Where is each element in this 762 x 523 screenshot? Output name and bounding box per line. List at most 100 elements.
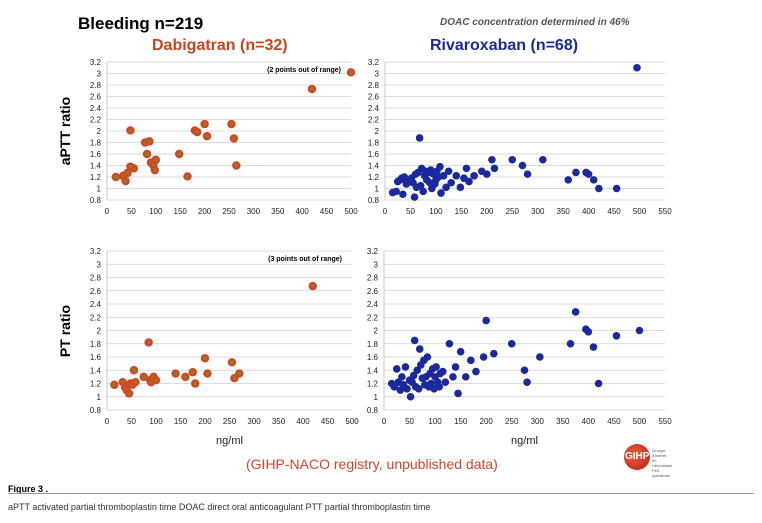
x-tick-label: 350 bbox=[556, 417, 570, 426]
logo-subtext: Groupe d'Intérêt en Hémostase Péri-opéra… bbox=[652, 448, 673, 478]
x-tick-label: 200 bbox=[198, 207, 212, 216]
data-point bbox=[508, 155, 517, 164]
y-tick-label: 3 bbox=[97, 260, 102, 269]
data-point bbox=[470, 172, 478, 180]
data-point bbox=[410, 193, 419, 201]
data-point bbox=[479, 353, 488, 361]
x-tick-label: 450 bbox=[607, 207, 621, 216]
y-tick-label: 2 bbox=[374, 327, 379, 336]
data-point bbox=[401, 363, 410, 371]
y-tick-label: 3 bbox=[375, 70, 380, 79]
data-point-center bbox=[128, 164, 133, 169]
x-tick-label: 100 bbox=[149, 207, 163, 216]
data-point bbox=[456, 183, 465, 192]
data-point-center bbox=[231, 136, 236, 141]
y-axis-label: PT ratio bbox=[57, 305, 73, 357]
dabigatran-pt-panel: 0.8 1 1.2 1.4 1.6 1.8 2 2.2 2.4 2.6 2.8 3 3.2 0 50 100 1… bbox=[57, 247, 359, 447]
x-tick-label: 500 bbox=[633, 207, 647, 216]
data-point-center bbox=[120, 380, 125, 385]
gihp-logo: GIHP Groupe d'Intérêt en Hémostase Péri-… bbox=[624, 442, 672, 478]
rivaroxaban-aptt-panel: 0.8 1 1.2 1.4 1.6 1.8 2 2.2 2.4 2.6 2.8 3 3.2 0 50 100 1… bbox=[368, 58, 672, 216]
data-point-center bbox=[154, 378, 158, 383]
logo-text: GIHP bbox=[625, 451, 650, 462]
y-tick-label: 1.2 bbox=[90, 173, 102, 182]
data-point bbox=[436, 162, 444, 171]
x-tick-label: 450 bbox=[607, 417, 621, 426]
x-tick-label: 150 bbox=[454, 417, 468, 426]
y-tick-label: 2.8 bbox=[90, 81, 102, 90]
data-point bbox=[415, 134, 424, 142]
y-tick-label: 3 bbox=[97, 70, 102, 79]
y-tick-label: 2.2 bbox=[90, 116, 102, 125]
y-tick-label: 2.4 bbox=[367, 300, 379, 309]
data-point-center bbox=[145, 152, 150, 156]
data-point-center bbox=[131, 368, 136, 373]
x-tick-label: 450 bbox=[320, 207, 334, 216]
x-tick-label: 150 bbox=[174, 417, 188, 426]
y-tick-label: 2 bbox=[97, 327, 102, 336]
data-point bbox=[564, 176, 573, 184]
x-tick-label: 150 bbox=[455, 207, 469, 216]
y-tick-label: 1.4 bbox=[367, 366, 379, 375]
x-tick-label: 500 bbox=[633, 417, 647, 426]
x-tick-label: 250 bbox=[505, 417, 519, 426]
data-point-center bbox=[147, 139, 152, 144]
x-tick-label: 0 bbox=[105, 207, 110, 216]
data-point bbox=[392, 187, 401, 196]
data-point-center bbox=[146, 340, 151, 345]
data-point bbox=[415, 345, 424, 353]
data-point-center bbox=[177, 152, 182, 156]
x-tick-label: 150 bbox=[174, 207, 188, 216]
data-point bbox=[406, 392, 415, 401]
x-tick-label: 350 bbox=[272, 417, 286, 426]
x-tick-label: 300 bbox=[247, 207, 261, 216]
y-tick-label: 3.2 bbox=[367, 247, 379, 256]
x-tick-label: 200 bbox=[480, 417, 494, 426]
out-of-range-note: (2 points out of range) bbox=[267, 67, 341, 74]
data-point bbox=[400, 173, 409, 181]
data-point-center bbox=[183, 374, 188, 379]
data-point bbox=[451, 363, 460, 371]
data-point-center bbox=[123, 179, 128, 184]
y-tick-label: 2.8 bbox=[90, 274, 102, 283]
x-tick-label: 50 bbox=[405, 417, 414, 426]
data-point-center bbox=[202, 122, 207, 127]
data-point bbox=[447, 178, 455, 187]
data-point-center bbox=[309, 87, 314, 92]
data-point bbox=[635, 326, 644, 335]
data-point bbox=[584, 328, 593, 336]
data-point bbox=[392, 365, 401, 373]
data-point bbox=[439, 172, 448, 180]
data-point bbox=[454, 389, 462, 398]
x-tick-label: 100 bbox=[149, 417, 163, 426]
y-tick-label: 0.8 bbox=[90, 406, 102, 415]
x-tick-label: 250 bbox=[222, 207, 236, 216]
doac-note: DOAC concentration determined in 46% bbox=[440, 17, 630, 28]
x-tick-label: 400 bbox=[296, 207, 310, 216]
y-tick-label: 1 bbox=[375, 185, 380, 194]
figure-caption: aPTT activated partial thromboplastin ti… bbox=[8, 502, 431, 512]
x-tick-label: 550 bbox=[658, 207, 672, 216]
data-point bbox=[536, 353, 544, 361]
data-point bbox=[571, 308, 580, 316]
data-point bbox=[462, 164, 471, 173]
data-point bbox=[633, 63, 641, 72]
data-point-center bbox=[190, 370, 195, 375]
data-point-center bbox=[232, 376, 237, 381]
data-point bbox=[584, 170, 593, 178]
rivaroxaban-heading: Rivaroxaban (n=68) bbox=[430, 37, 579, 54]
data-point bbox=[520, 366, 529, 375]
data-point bbox=[398, 373, 406, 381]
data-point-center bbox=[133, 380, 138, 385]
data-point-center bbox=[127, 391, 132, 396]
data-point bbox=[612, 184, 621, 193]
data-point bbox=[449, 373, 457, 381]
y-tick-label: 1.2 bbox=[368, 173, 380, 182]
data-point bbox=[435, 383, 443, 391]
x-tick-label: 250 bbox=[506, 207, 520, 216]
y-tick-label: 1.6 bbox=[367, 353, 379, 362]
x-tick-label: 0 bbox=[382, 417, 387, 426]
y-tick-label: 2.4 bbox=[90, 300, 102, 309]
data-point-center bbox=[205, 134, 210, 139]
